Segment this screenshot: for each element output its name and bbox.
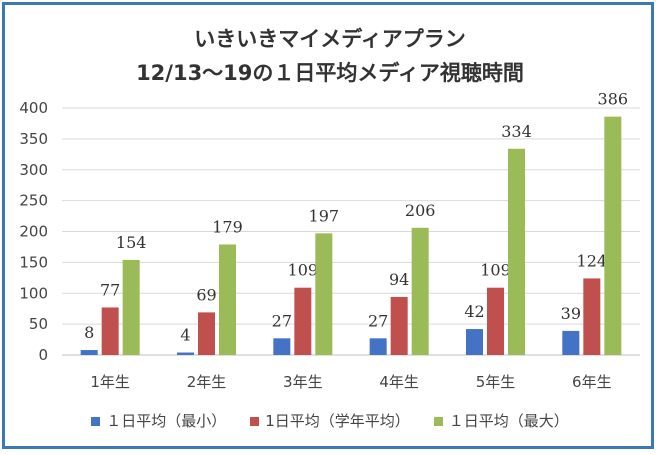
x-tick-label: 3年生: [283, 373, 323, 391]
data-label: 77: [100, 280, 120, 299]
bar: [177, 352, 194, 355]
y-tick-label: 200: [19, 223, 48, 241]
bar: [562, 330, 580, 355]
bar: [390, 296, 408, 355]
x-tick-label: 2年生: [187, 373, 227, 391]
x-tick-label: 5年生: [476, 373, 516, 391]
legend-swatch: [433, 417, 443, 426]
data-label: 206: [405, 201, 436, 220]
y-tick-label: 300: [19, 161, 48, 179]
data-label: 8: [84, 323, 94, 342]
bar: [315, 233, 333, 355]
data-label: 69: [196, 285, 216, 304]
data-label: 42: [464, 302, 484, 321]
data-label: 179: [212, 217, 243, 236]
data-label: 94: [389, 270, 409, 289]
data-label: 197: [309, 206, 340, 225]
legend-item: １日平均（最大）: [433, 410, 569, 431]
y-tick-label: 250: [19, 192, 48, 210]
legend-label: 1日平均（学年平均）: [265, 412, 410, 430]
x-tick-label: 4年生: [379, 373, 419, 391]
data-label: 154: [116, 233, 147, 252]
legend-item: 1日平均（学年平均）: [250, 410, 410, 431]
bar: [101, 307, 119, 355]
x-tick-label: 6年生: [572, 373, 612, 391]
legend-label: １日平均（最小）: [106, 412, 227, 430]
bar: [411, 227, 429, 355]
chart-legend: １日平均（最小） 1日平均（学年平均） １日平均（最大）: [0, 410, 660, 431]
bar: [466, 329, 483, 355]
data-label: 39: [561, 304, 581, 323]
chart-title-line1: いきいきマイメディアプラン: [194, 27, 466, 51]
x-tick-label: 1年生: [90, 373, 130, 391]
y-tick-label: 400: [19, 99, 48, 117]
legend-label: １日平均（最大）: [448, 412, 569, 430]
bar: [508, 148, 525, 355]
bar: [294, 287, 312, 355]
data-label: 4: [180, 326, 190, 345]
chart-frame: [2, 2, 654, 449]
y-tick-label: 0: [38, 346, 48, 364]
y-tick-label: 150: [19, 253, 48, 271]
chart-title-line2: 12/13〜19の１日平均メディア視聴時間: [136, 61, 524, 85]
bar: [604, 116, 622, 356]
data-label: 109: [480, 261, 511, 280]
bar: [273, 338, 291, 355]
data-label: 27: [272, 311, 292, 330]
bar: [583, 278, 601, 355]
bar: [487, 287, 504, 355]
legend-swatch: [91, 417, 101, 426]
bar: [369, 338, 387, 355]
bar: [80, 350, 98, 355]
legend-swatch: [250, 417, 260, 426]
data-label: 386: [598, 90, 629, 109]
data-label: 124: [577, 251, 608, 270]
y-tick-label: 350: [19, 130, 48, 148]
data-label: 27: [368, 311, 388, 330]
data-label: 109: [288, 261, 319, 280]
bar: [198, 312, 215, 355]
y-tick-label: 100: [19, 284, 48, 302]
y-tick-label: 50: [29, 315, 48, 333]
bar: [219, 244, 236, 355]
data-label: 334: [501, 122, 532, 141]
bar: [122, 259, 140, 355]
legend-item: １日平均（最小）: [91, 410, 226, 431]
